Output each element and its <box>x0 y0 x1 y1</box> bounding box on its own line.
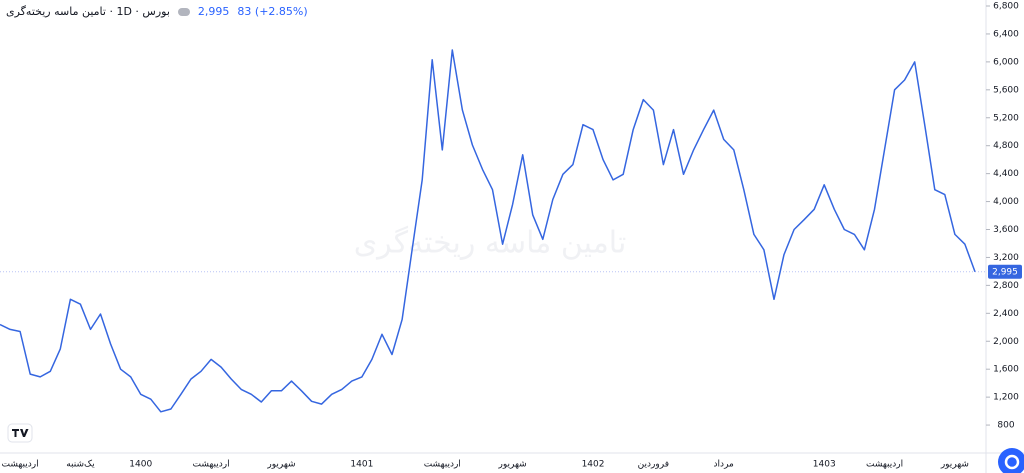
y-tick-label: 4,800 <box>993 141 1019 151</box>
watermark: تامین ماسه ریخته‌گری <box>354 226 627 261</box>
y-tick-label: 4,400 <box>993 169 1019 179</box>
x-tick-label: 1401 <box>350 460 373 470</box>
y-tick-label: 4,000 <box>993 197 1019 207</box>
x-tick-label: اردیبهشت <box>424 460 461 470</box>
x-tick-label: مرداد <box>714 460 734 470</box>
y-tick-label: 2,800 <box>993 281 1019 291</box>
price-line-series <box>0 49 976 413</box>
tv-logo <box>7 423 33 443</box>
y-tick-label: 1,200 <box>993 393 1019 403</box>
y-tick-label: 800 <box>997 421 1014 431</box>
x-tick-label: اردیبهشت <box>866 460 903 470</box>
symbol-title: بورس · 1D · تامین ماسه ریخته‌گری <box>6 5 170 18</box>
x-tick-label: 1403 <box>813 460 836 470</box>
x-tick-label: فروردین <box>638 460 669 470</box>
y-tick-label: 6,400 <box>993 29 1019 39</box>
x-tick-label: اردیبهشت <box>193 460 230 470</box>
y-tick-label: 2,400 <box>993 309 1019 319</box>
y-tick-label: 5,600 <box>993 85 1019 95</box>
scroll-button[interactable] <box>998 448 1024 473</box>
y-tick-label: 3,600 <box>993 225 1019 235</box>
change: 83 (+2.85%) <box>237 5 308 18</box>
y-tick-label: 6,800 <box>993 2 1019 12</box>
y-tick-label: 1,600 <box>993 365 1019 375</box>
y-tick-label: 3,200 <box>993 253 1019 263</box>
y-tick-label: 6,000 <box>993 57 1019 67</box>
y-tick-label: 5,200 <box>993 113 1019 123</box>
x-tick-label: شهریور <box>498 460 527 470</box>
x-tick-label: اردیبهشت <box>2 460 39 470</box>
price: 2,995 <box>197 5 230 18</box>
status-icon <box>177 7 190 16</box>
x-tick-label: یک‌شنبه <box>66 460 95 470</box>
header: بورس · 1D · تامین ماسه ریخته‌گری 2,995 8… <box>6 5 308 18</box>
price-tag <box>988 264 1022 279</box>
x-tick-label: 1400 <box>129 460 152 470</box>
price-tag-label: 2,995 <box>992 267 1018 277</box>
x-tick-label: شهریور <box>266 460 295 470</box>
x-tick-label: 1402 <box>582 460 605 470</box>
x-tick-label: شهریور <box>940 460 969 470</box>
y-tick-label: 2,000 <box>993 337 1019 347</box>
